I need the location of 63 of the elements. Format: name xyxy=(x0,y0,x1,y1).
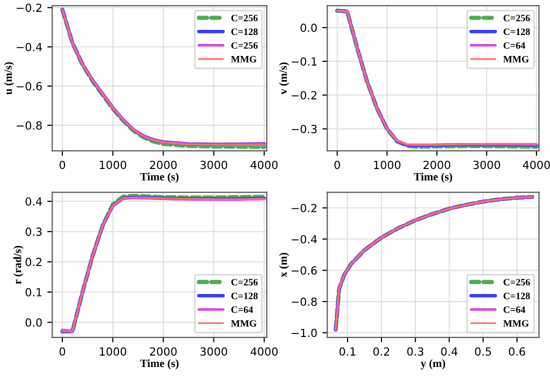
x-axis-title: Time (s) xyxy=(414,172,452,183)
legend-label: C=64 xyxy=(231,306,253,313)
y-tick-label: 0.0 xyxy=(300,24,317,32)
legend-label: C=256 xyxy=(504,14,530,22)
y-axis-title: v (m/s) xyxy=(279,62,290,94)
legend-label: MMG xyxy=(231,56,257,63)
x-tick-label: 0.3 xyxy=(407,347,424,356)
x-tick-label: 0 xyxy=(334,160,340,170)
x-tick-label: 0 xyxy=(60,347,66,356)
x-tick-label: 3000 xyxy=(200,347,228,356)
x-tick-label: 0.5 xyxy=(474,347,491,356)
y-axis-title: u (m/s) xyxy=(4,62,14,95)
legend-label: C=128 xyxy=(231,292,258,300)
legend-label: MMG xyxy=(231,320,257,327)
x-tick-label: 2000 xyxy=(150,347,177,356)
x-tick-label: 0.4 xyxy=(441,347,458,356)
y-tick-label: 0.0 xyxy=(26,318,42,327)
y-tick-label: 0.2 xyxy=(26,258,42,266)
y-tick-label: −1.0 xyxy=(292,328,317,338)
x-axis-title: Time (s) xyxy=(140,359,179,370)
legend-label: MMG xyxy=(503,56,529,63)
x-tick-label: 4000 xyxy=(250,160,278,170)
y-tick-label: −0.4 xyxy=(16,42,42,52)
y-tick-label: −0.4 xyxy=(292,235,317,244)
legend-label: C=256 xyxy=(504,278,530,286)
x-tick-label: 0 xyxy=(60,160,66,170)
legend-label: C=64 xyxy=(504,306,526,313)
legend-label: MMG xyxy=(503,320,529,327)
legend-label: C=128 xyxy=(231,28,258,36)
x-tick-label: 3000 xyxy=(473,160,500,170)
y-tick-label: 0.4 xyxy=(26,197,42,206)
x-tick-label: 1000 xyxy=(374,160,400,170)
legend-label: C=128 xyxy=(504,28,530,36)
y-tick-label: 0.3 xyxy=(26,228,42,236)
x-axis-title: Time (s) xyxy=(140,172,179,183)
x-tick-label: 2000 xyxy=(150,160,177,170)
x-tick-label: 1000 xyxy=(100,160,126,170)
x-tick-label: 3000 xyxy=(200,160,228,170)
y-tick-label: −0.1 xyxy=(292,57,316,66)
x-tick-label: 1000 xyxy=(100,347,126,356)
y-tick-label: −0.6 xyxy=(292,266,317,275)
y-tick-label: 0.1 xyxy=(26,288,42,296)
x-tick-label: 0.6 xyxy=(508,347,526,356)
x-tick-label: 2000 xyxy=(424,160,450,170)
y-tick-label: −0.2 xyxy=(292,204,316,212)
x-tick-label: 0.2 xyxy=(373,347,390,356)
y-tick-label: −0.8 xyxy=(16,121,42,130)
x-axis-title: y (m) xyxy=(420,359,446,370)
legend-label: C=128 xyxy=(504,292,530,300)
x-tick-label: 0.1 xyxy=(339,347,356,356)
y-tick-label: −0.6 xyxy=(16,82,42,90)
legend-label: C=256 xyxy=(231,14,258,22)
legend-label: C=256 xyxy=(231,42,258,49)
y-axis-title: r (rad/s) xyxy=(13,246,24,284)
legend-label: C=64 xyxy=(504,42,526,49)
y-tick-label: −0.3 xyxy=(292,124,317,134)
y-tick-label: −0.2 xyxy=(16,4,42,12)
legend-label: C=256 xyxy=(231,278,258,286)
y-axis-title: x (m) xyxy=(279,252,290,278)
y-tick-label: −0.2 xyxy=(292,91,316,100)
x-tick-label: 4000 xyxy=(250,347,278,356)
y-tick-label: −0.8 xyxy=(292,297,317,306)
x-tick-label: 4000 xyxy=(522,160,550,170)
